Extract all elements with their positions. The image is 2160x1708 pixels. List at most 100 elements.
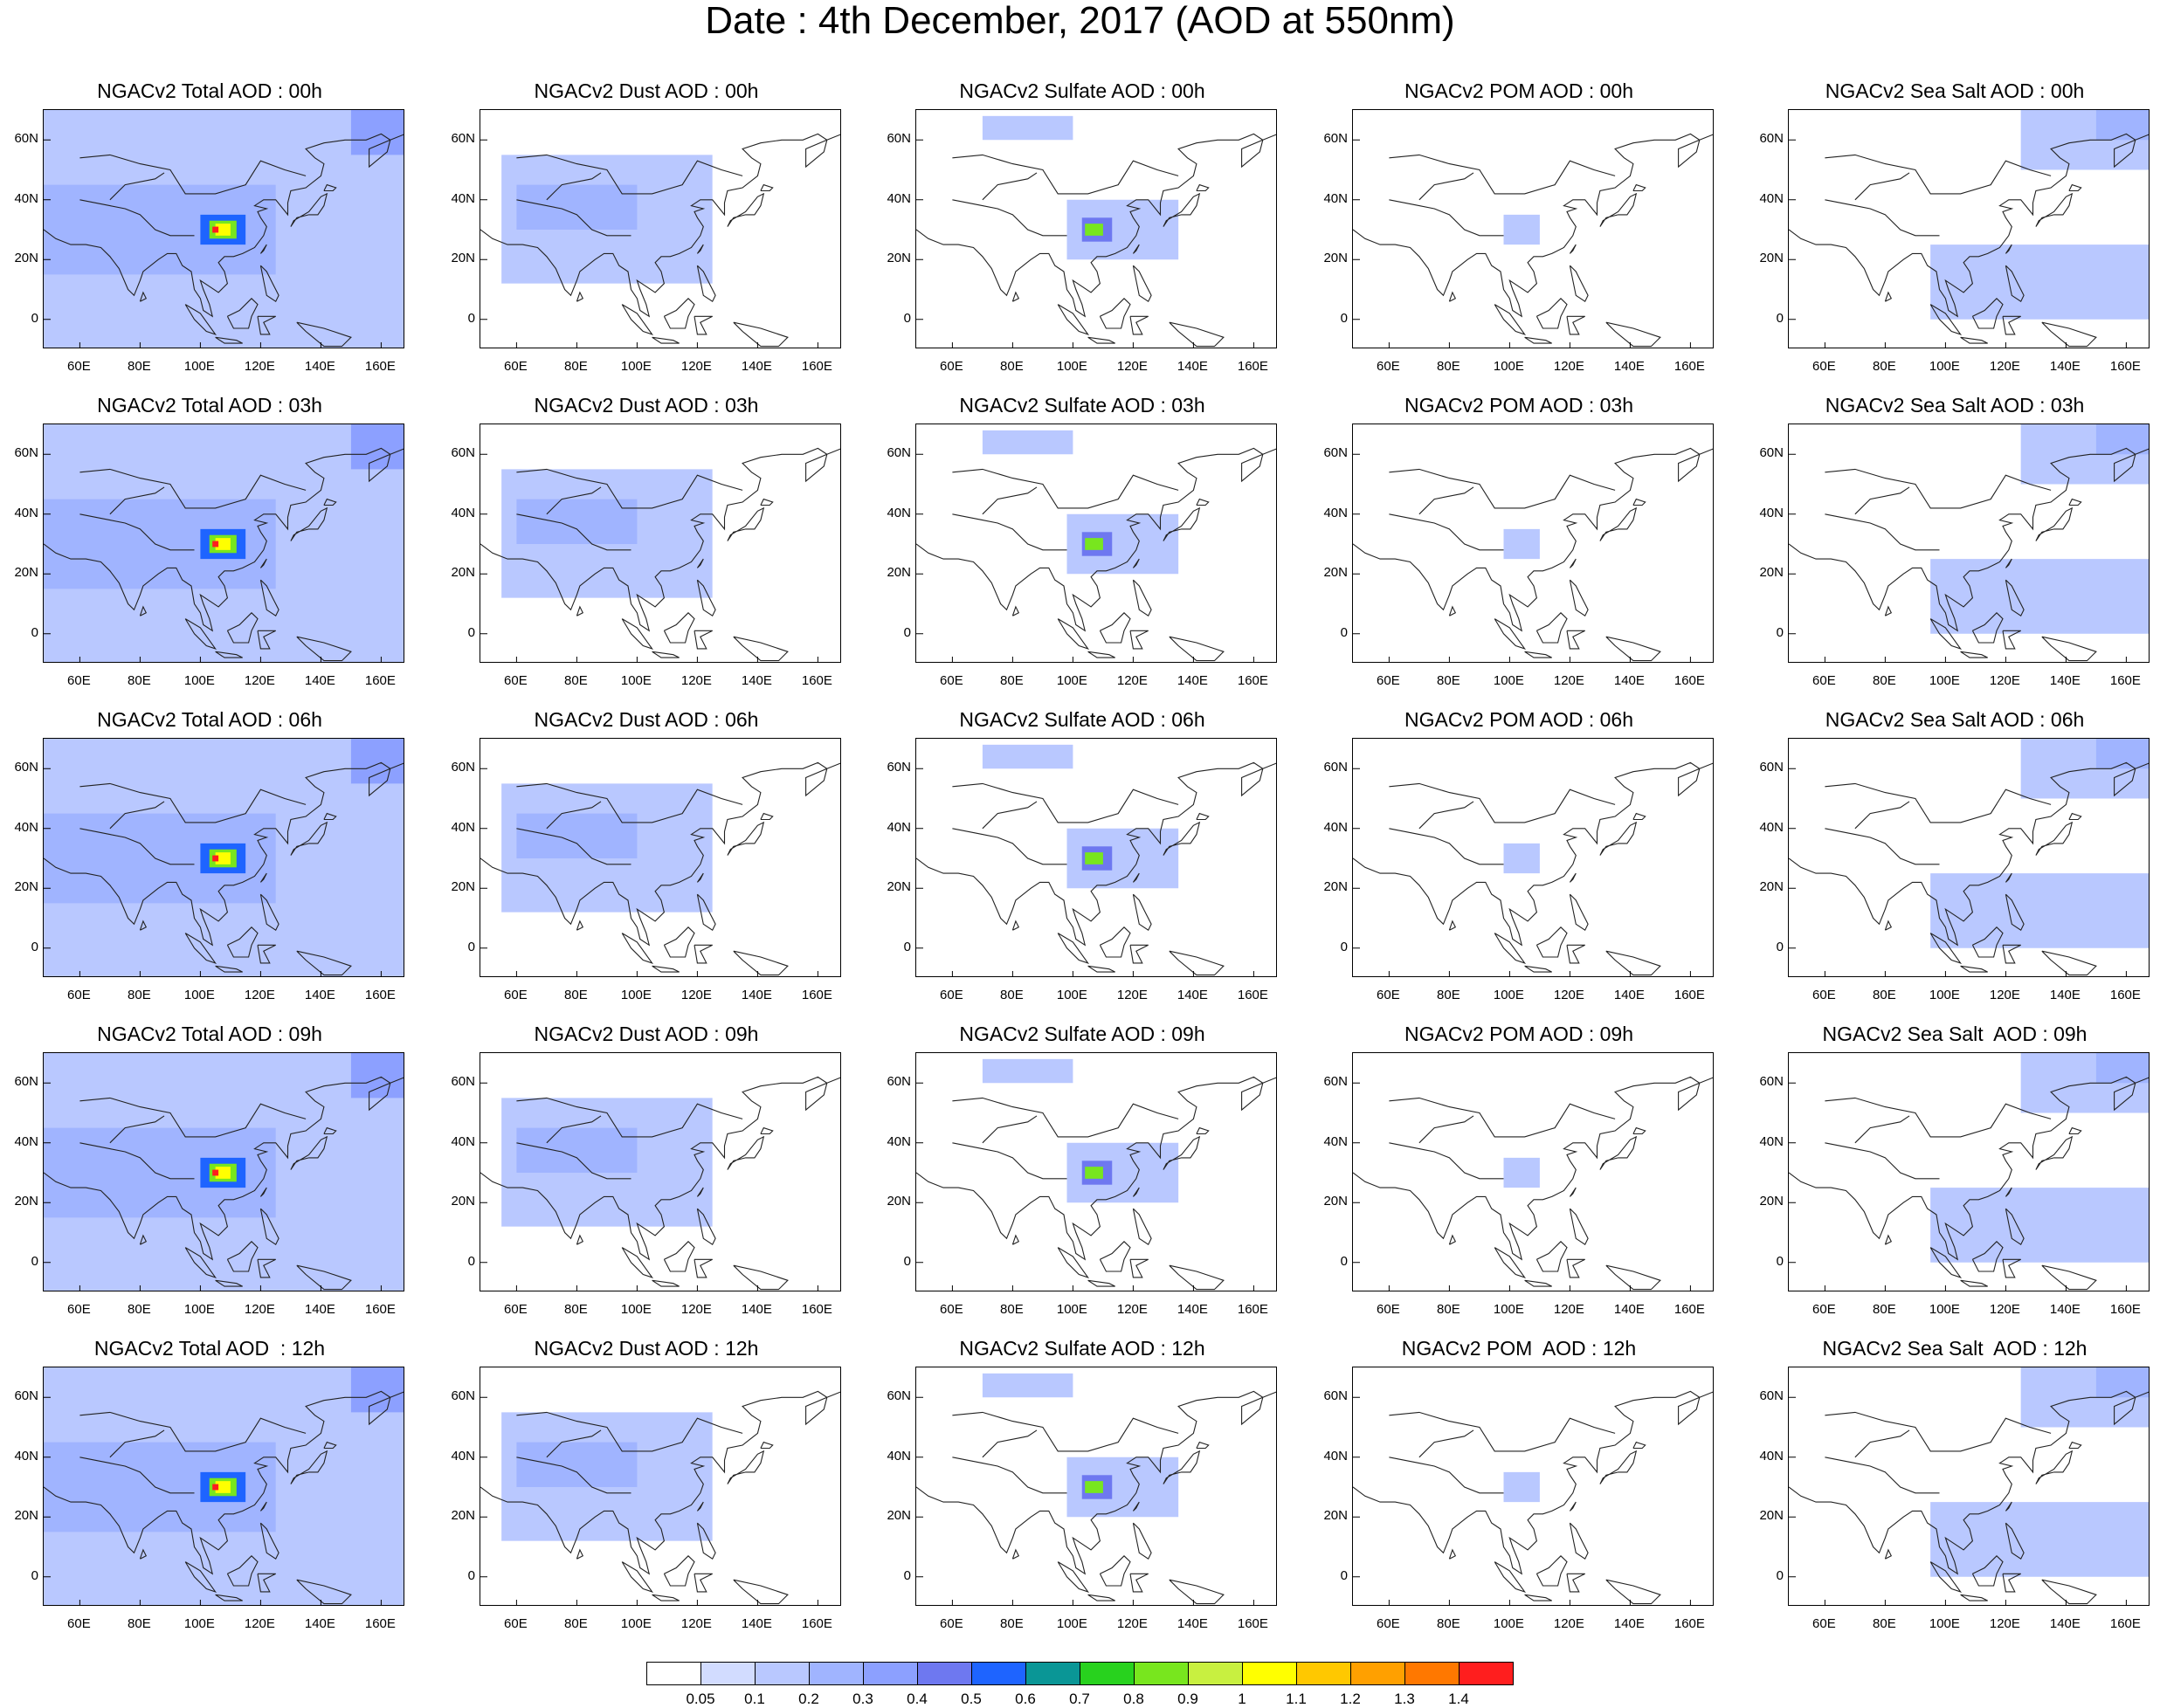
coastline — [1825, 1142, 1940, 1180]
coastline — [694, 1573, 713, 1593]
coastline — [1971, 1555, 2004, 1587]
lat-tick-label: 60N — [1323, 760, 1348, 775]
coastline — [2068, 1126, 2082, 1135]
coastline — [727, 1135, 765, 1170]
coastline — [1163, 192, 1201, 227]
colorbar-box — [1296, 1662, 1351, 1685]
coastline — [733, 1579, 789, 1605]
coastline — [1789, 1390, 2149, 1575]
coastline — [44, 447, 404, 632]
lat-tick-label: 40N — [1323, 505, 1348, 520]
lat-tick-label: 40N — [14, 1133, 38, 1149]
lon-tick-label: 120E — [244, 359, 275, 374]
colorbar-label: 0.9 — [1177, 1691, 1198, 1707]
lon-tick-label: 60E — [940, 1302, 963, 1317]
coastline — [1494, 933, 1527, 964]
lat-tick-label: 20N — [14, 251, 38, 266]
map-svg — [44, 110, 404, 348]
lon-tick-label: 120E — [1116, 673, 1148, 688]
lat-tick-label: 60N — [14, 131, 38, 147]
map-svg — [1353, 1390, 1713, 1605]
lon-tick-label: 60E — [1377, 1302, 1400, 1317]
coastline — [696, 1501, 704, 1512]
lat-tick-label: 20N — [887, 879, 911, 895]
lat-tick-label: 0 — [903, 624, 911, 640]
coastline — [323, 1441, 337, 1450]
lat-tick-label: 60N — [1759, 1074, 1784, 1090]
coastline — [259, 579, 279, 617]
lon-tick-label: 100E — [620, 988, 652, 1002]
colorbar-label: 0.7 — [1069, 1691, 1090, 1707]
lon-tick-label: 100E — [1056, 1616, 1087, 1631]
lon-tick-label: 100E — [1056, 673, 1087, 688]
lon-tick-label: 100E — [620, 1616, 652, 1631]
panel-title: NGACv2 Sea Salt AOD : 00h — [1825, 79, 2085, 102]
coastline — [1632, 183, 1646, 192]
coastline — [1353, 1076, 1713, 1261]
panel-title: NGACv2 POM AOD : 03h — [1404, 394, 1634, 417]
lat-tick-label: 60N — [1323, 1074, 1348, 1090]
lon-tick-label: 80E — [564, 359, 588, 374]
lon-tick-label: 100E — [1056, 359, 1087, 374]
coastline — [1960, 1594, 1988, 1601]
coastline — [1971, 1241, 2004, 1272]
lat-tick-label: 20N — [1759, 565, 1784, 581]
panel-title: NGACv2 Total AOD : 00h — [97, 79, 322, 102]
coastline — [1099, 926, 1131, 958]
coastline — [1854, 486, 1910, 515]
aod-field-patch — [516, 813, 638, 858]
coastline — [516, 782, 743, 823]
map-svg — [480, 133, 840, 348]
map-plot — [1788, 1052, 2150, 1291]
map-svg — [916, 1058, 1276, 1291]
lat-tick-label: 60N — [14, 1074, 38, 1090]
lat-tick-label: 40N — [1323, 190, 1348, 206]
coastline — [1884, 291, 1893, 302]
aod-field-patch — [350, 110, 404, 155]
coastline — [1569, 1208, 1589, 1246]
coastline — [2005, 1501, 2012, 1512]
aod-field-patch — [1085, 224, 1103, 236]
lon-tick-label: 80E — [1873, 673, 1896, 688]
coastline — [79, 154, 307, 195]
lon-tick-label: 80E — [128, 673, 151, 688]
lat-tick-label: 20N — [1759, 879, 1784, 895]
aod-field-patch — [1930, 559, 2149, 634]
coastline — [215, 1279, 243, 1287]
map-svg — [44, 739, 404, 976]
coastline — [1960, 651, 1988, 658]
lat-tick-label: 0 — [903, 1567, 911, 1583]
coastline — [1825, 1411, 2052, 1452]
coastline — [1057, 618, 1090, 650]
coastline — [1566, 630, 1585, 650]
coastline — [696, 1522, 716, 1560]
lat-tick-label: 60N — [451, 1074, 475, 1090]
coastline — [694, 315, 713, 335]
lon-tick-label: 120E — [1989, 359, 2020, 374]
lon-tick-label: 140E — [2049, 673, 2081, 688]
panel-title: NGACv2 Sea Salt AOD : 03h — [1825, 394, 2085, 417]
coastline — [694, 1258, 713, 1278]
lon-tick-label: 60E — [940, 359, 963, 374]
lon-tick-label: 80E — [1873, 1302, 1896, 1317]
coastline — [259, 872, 267, 883]
coastline — [1524, 651, 1552, 658]
coastline — [1418, 486, 1474, 515]
coastline — [1132, 244, 1140, 254]
coastline — [516, 1411, 743, 1452]
lat-tick-label: 0 — [31, 624, 38, 640]
coastline — [663, 926, 695, 958]
panel-title: NGACv2 Sulfate AOD : 06h — [959, 708, 1205, 731]
coastline — [1494, 304, 1527, 335]
coastline — [1448, 291, 1457, 302]
map-svg — [1789, 1367, 2149, 1605]
coastline — [480, 1390, 840, 1575]
coastline — [1011, 605, 1020, 616]
colorbar-box — [1025, 1662, 1080, 1685]
coastline — [1011, 1234, 1020, 1245]
coastline — [323, 183, 337, 192]
aod-field-patch — [982, 430, 1073, 455]
map-svg — [480, 761, 840, 976]
lat-tick-label: 20N — [887, 1194, 911, 1209]
map-svg — [480, 447, 840, 662]
